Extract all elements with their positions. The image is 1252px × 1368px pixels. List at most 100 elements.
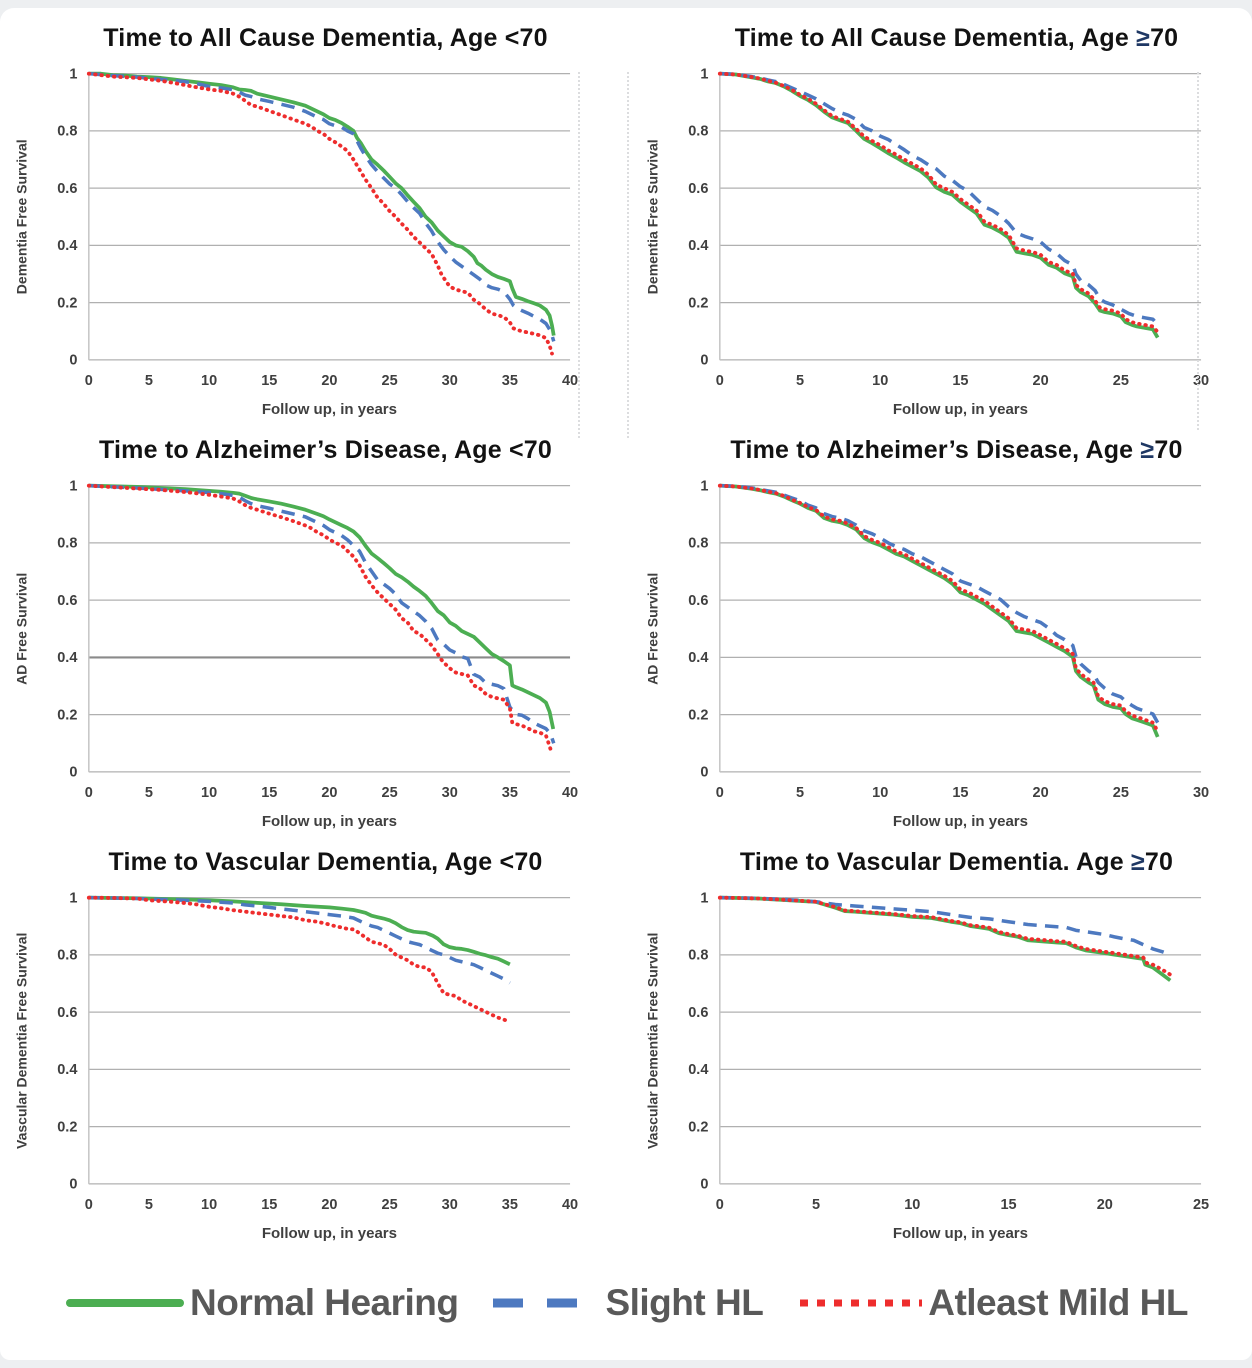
svg-text:0.8: 0.8 — [57, 948, 77, 964]
svg-text:0: 0 — [700, 1177, 708, 1193]
svg-text:20: 20 — [321, 373, 337, 389]
svg-text:25: 25 — [1193, 1197, 1209, 1213]
svg-text:10: 10 — [201, 785, 217, 801]
survival-chart: 0 0.2 0.4 0.6 0.8 1 0 5 10 15 20 25 30 35 40 Follow up,… — [10, 467, 597, 836]
svg-text:0.6: 0.6 — [57, 1005, 77, 1021]
chart-title: Time to Vascular Dementia. Age ≥70 — [739, 848, 1174, 877]
svg-text:15: 15 — [261, 785, 277, 801]
svg-text:1: 1 — [700, 479, 708, 495]
chart-cell-all-cause-under70: Time to All Cause Dementia, Age <70 0 0.2… — [10, 12, 597, 424]
survival-chart: 0 0.2 0.4 0.6 0.8 1 0 5 10 15 20 25 30 35 40 Follow up,… — [10, 55, 597, 424]
svg-text:0: 0 — [69, 1177, 77, 1193]
svg-text:25: 25 — [382, 373, 398, 389]
svg-text:Follow up, in years: Follow up, in years — [893, 1225, 1028, 1242]
dashed-line-sample-icon — [493, 1298, 600, 1308]
legend-label: Normal Hearing — [190, 1281, 459, 1323]
svg-text:AD Free Survival: AD Free Survival — [14, 573, 30, 685]
svg-text:1: 1 — [700, 891, 708, 907]
svg-text:0.8: 0.8 — [688, 536, 708, 552]
svg-text:0.6: 0.6 — [688, 181, 708, 197]
figure-page: Time to All Cause Dementia, Age <70 0 0.2… — [0, 8, 1252, 1360]
svg-text:15: 15 — [261, 373, 277, 389]
svg-text:0.2: 0.2 — [57, 708, 77, 724]
svg-text:30: 30 — [442, 1197, 458, 1213]
svg-text:Dementia Free Survival: Dementia Free Survival — [14, 139, 30, 294]
solid-line-sample-icon — [66, 1298, 184, 1307]
svg-text:0.4: 0.4 — [57, 650, 77, 666]
svg-text:15: 15 — [1000, 1197, 1016, 1213]
svg-text:0.2: 0.2 — [688, 708, 708, 724]
svg-text:Follow up, in years: Follow up, in years — [893, 813, 1028, 830]
legend-item-normal-hearing: Normal Hearing — [64, 1282, 459, 1324]
svg-text:0.6: 0.6 — [688, 593, 708, 609]
chart-title: Time to Alzheimer’s Disease, Age <70 — [98, 436, 552, 465]
svg-text:0.4: 0.4 — [688, 1062, 708, 1078]
svg-text:15: 15 — [952, 373, 968, 389]
svg-text:5: 5 — [145, 785, 153, 801]
survival-chart: 0 0.2 0.4 0.6 0.8 1 0 5 10 15 20 25 Follow up, in ye… — [641, 879, 1228, 1248]
legend-item-atleast-mild-hl: Atleast Mild HL — [796, 1282, 1188, 1324]
svg-text:0.4: 0.4 — [688, 650, 708, 666]
svg-text:30: 30 — [442, 785, 458, 801]
svg-text:1: 1 — [69, 66, 77, 82]
legend-label: Slight HL — [605, 1281, 764, 1323]
svg-text:10: 10 — [904, 1197, 920, 1213]
svg-text:0.2: 0.2 — [57, 1120, 77, 1136]
svg-text:0: 0 — [85, 785, 93, 801]
svg-text:30: 30 — [1193, 373, 1209, 389]
chart-cell-vascular-under70: Time to Vascular Dementia, Age <70 0 0.2 0… — [10, 836, 597, 1248]
svg-text:0: 0 — [85, 373, 93, 389]
slide-boundary-divider — [1197, 72, 1199, 430]
svg-text:15: 15 — [261, 1197, 277, 1213]
svg-text:Follow up, in years: Follow up, in years — [893, 401, 1028, 418]
svg-text:0.2: 0.2 — [688, 295, 708, 311]
svg-text:25: 25 — [382, 1197, 398, 1213]
svg-text:10: 10 — [872, 373, 888, 389]
legend-label: Atleast Mild HL — [928, 1281, 1188, 1323]
chart-title: Time to Vascular Dementia, Age <70 — [108, 848, 543, 877]
svg-text:1: 1 — [69, 479, 77, 495]
svg-text:20: 20 — [1033, 373, 1049, 389]
svg-text:25: 25 — [1113, 373, 1129, 389]
chart-cell-alzheimers-under70: Time to Alzheimer’s Disease, Age <70 0 0.… — [10, 424, 597, 836]
svg-text:40: 40 — [562, 373, 578, 389]
svg-text:30: 30 — [442, 373, 458, 389]
svg-text:0: 0 — [716, 1197, 724, 1213]
svg-text:10: 10 — [201, 373, 217, 389]
svg-text:0: 0 — [69, 353, 77, 369]
slide-boundary-divider — [578, 72, 580, 438]
svg-text:5: 5 — [796, 373, 804, 389]
svg-text:1: 1 — [700, 66, 708, 82]
svg-text:10: 10 — [872, 785, 888, 801]
legend: Normal Hearing Slight HL Atleast Mild HL — [0, 1249, 1252, 1341]
survival-chart: 0 0.2 0.4 0.6 0.8 1 0 5 10 15 20 25 30 Follow up, in … — [641, 467, 1228, 836]
svg-text:0: 0 — [716, 373, 724, 389]
chart-cell-vascular-over70: Time to Vascular Dementia. Age ≥70 0 0.2 0… — [641, 836, 1228, 1248]
svg-text:30: 30 — [1193, 785, 1209, 801]
svg-text:1: 1 — [69, 891, 77, 907]
charts-grid: Time to All Cause Dementia, Age <70 0 0.2… — [0, 8, 1252, 1249]
legend-item-slight-hl: Slight HL — [491, 1281, 764, 1324]
svg-text:0.8: 0.8 — [688, 948, 708, 964]
svg-text:0: 0 — [85, 1197, 93, 1213]
svg-text:5: 5 — [145, 1197, 153, 1213]
svg-text:0.4: 0.4 — [688, 238, 708, 254]
survival-chart: 0 0.2 0.4 0.6 0.8 1 0 5 10 15 20 25 30 Follow up, in … — [641, 55, 1228, 424]
svg-text:5: 5 — [812, 1197, 820, 1213]
svg-text:0: 0 — [700, 765, 708, 781]
svg-text:0: 0 — [716, 785, 724, 801]
svg-text:Follow up, in years: Follow up, in years — [262, 813, 397, 830]
slide-boundary-divider — [627, 72, 629, 438]
svg-text:0.6: 0.6 — [57, 593, 77, 609]
svg-text:25: 25 — [1113, 785, 1129, 801]
svg-text:AD Free Survival: AD Free Survival — [645, 573, 661, 685]
chart-title: Time to Alzheimer’s Disease, Age ≥70 — [730, 436, 1183, 465]
svg-text:Vascular Dementia Free Surviv: Vascular Dementia Free Survival — [645, 933, 661, 1149]
svg-text:0.8: 0.8 — [688, 124, 708, 140]
svg-text:15: 15 — [952, 785, 968, 801]
